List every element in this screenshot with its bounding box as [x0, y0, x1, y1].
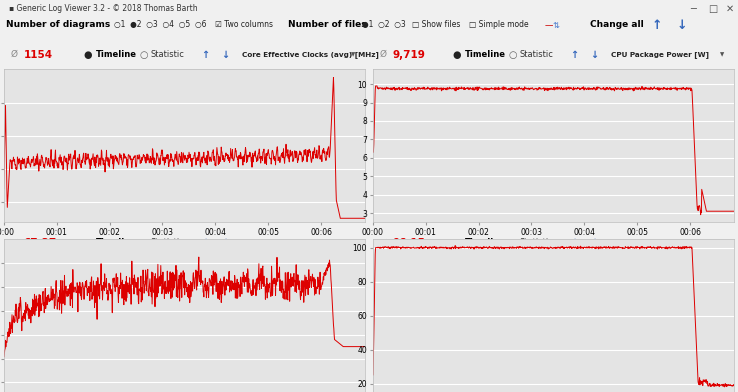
Text: □ Show files: □ Show files	[412, 20, 461, 29]
Text: ●: ●	[452, 238, 461, 248]
Text: 67,37: 67,37	[24, 238, 57, 248]
Text: ↓: ↓	[590, 50, 598, 60]
Text: Core Effective Clocks (avg) [MHz]: Core Effective Clocks (avg) [MHz]	[242, 51, 379, 58]
Text: Ø: Ø	[379, 238, 386, 247]
Text: Statistic: Statistic	[150, 238, 184, 247]
Text: 96,15: 96,15	[393, 238, 425, 248]
Text: Max CPU/Thread Usage [%]: Max CPU/Thread Usage [%]	[611, 240, 722, 246]
Text: Number of files: Number of files	[288, 20, 367, 29]
Text: ▼: ▼	[720, 240, 725, 245]
Text: Statistic: Statistic	[519, 238, 553, 247]
Text: Ø: Ø	[379, 50, 386, 59]
Text: Timeline: Timeline	[96, 50, 137, 59]
Text: ✕: ✕	[725, 4, 734, 14]
Text: ○1  ●2  ○3  ○4  ○5  ○6: ○1 ●2 ○3 ○4 ○5 ○6	[114, 20, 207, 29]
Text: ↓: ↓	[677, 19, 687, 33]
Text: ↑: ↑	[652, 19, 662, 33]
Text: Timeline: Timeline	[465, 238, 506, 247]
Text: 9,719: 9,719	[393, 50, 425, 60]
X-axis label: Time: Time	[174, 240, 195, 249]
Text: ⇅: ⇅	[552, 22, 559, 30]
Text: ↑: ↑	[570, 50, 578, 60]
Text: 1154: 1154	[24, 50, 52, 60]
Text: □: □	[708, 4, 718, 14]
Text: ○: ○	[139, 238, 148, 248]
Text: ☑ Two columns: ☑ Two columns	[215, 20, 274, 29]
Text: ●: ●	[452, 50, 461, 60]
Text: Ø: Ø	[10, 238, 17, 247]
Text: ↑: ↑	[570, 238, 578, 248]
Text: □ Simple mode: □ Simple mode	[469, 20, 528, 29]
Text: ↓: ↓	[221, 50, 229, 60]
Text: ▪ Generic Log Viewer 3.2 - © 2018 Thomas Barth: ▪ Generic Log Viewer 3.2 - © 2018 Thomas…	[9, 4, 198, 13]
Text: Timeline: Timeline	[465, 50, 506, 59]
Text: ▼: ▼	[720, 52, 725, 57]
Text: —: —	[545, 22, 554, 30]
Text: ↓: ↓	[221, 238, 229, 248]
Text: ●1  ○2  ○3: ●1 ○2 ○3	[362, 20, 405, 29]
Text: ─: ─	[690, 4, 696, 14]
Text: ↑: ↑	[201, 238, 209, 248]
Text: Statistic: Statistic	[150, 50, 184, 59]
Text: CPU Package Power [W]: CPU Package Power [W]	[611, 51, 709, 58]
Text: Ø: Ø	[10, 50, 17, 59]
Text: ○: ○	[139, 50, 148, 60]
Text: Number of diagrams: Number of diagrams	[6, 20, 110, 29]
Text: ○: ○	[508, 50, 517, 60]
Text: ●: ●	[83, 238, 92, 248]
Text: ↑: ↑	[201, 50, 209, 60]
Text: ↓: ↓	[590, 238, 598, 248]
Text: Change all: Change all	[590, 20, 644, 29]
Text: ○: ○	[508, 238, 517, 248]
Text: Timeline: Timeline	[96, 238, 137, 247]
Text: ▼: ▼	[351, 52, 356, 57]
Text: ●: ●	[83, 50, 92, 60]
Text: Statistic: Statistic	[519, 50, 553, 59]
Text: ▼: ▼	[351, 240, 356, 245]
Text: CPU Package [°C]: CPU Package [°C]	[242, 239, 313, 247]
X-axis label: Time: Time	[543, 240, 564, 249]
